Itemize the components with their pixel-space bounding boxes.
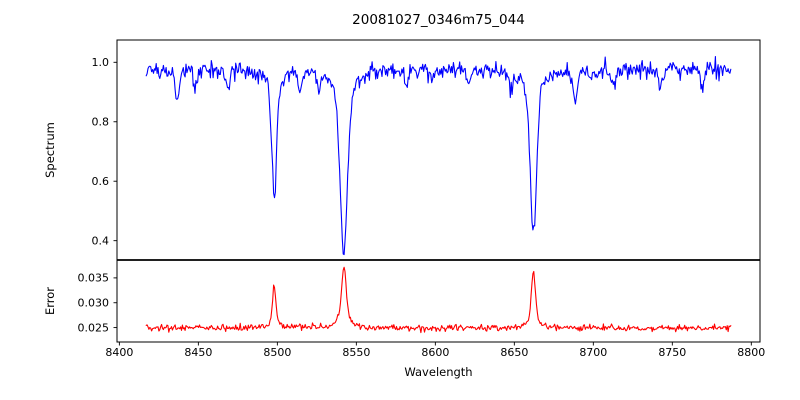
x-tick-label: 8700 <box>579 346 607 359</box>
wavelength-x-axis-label: Wavelength <box>404 365 473 379</box>
x-tick-label: 8550 <box>342 346 370 359</box>
y-tick-label: 0.030 <box>78 297 110 310</box>
x-tick-label: 8400 <box>105 346 133 359</box>
y-tick-label: 0.4 <box>92 234 110 247</box>
y-tick-label: 1.0 <box>92 56 110 69</box>
x-tick-label: 8750 <box>658 346 686 359</box>
y-tick-label: 0.8 <box>92 116 110 129</box>
x-tick-label: 8450 <box>184 346 212 359</box>
spectrum-data-line <box>145 55 732 256</box>
error-data-line <box>145 266 732 334</box>
x-tick-label: 8500 <box>263 346 291 359</box>
y-tick-label: 0.6 <box>92 175 110 188</box>
x-tick-label: 8600 <box>421 346 449 359</box>
y-tick-label: 0.025 <box>78 321 110 334</box>
x-tick-label: 8650 <box>500 346 528 359</box>
x-tick-label: 8800 <box>737 346 765 359</box>
chart-title: 20081027_0346m75_044 <box>352 12 525 28</box>
y-tick-label: 0.035 <box>78 272 110 285</box>
